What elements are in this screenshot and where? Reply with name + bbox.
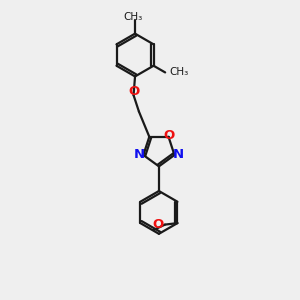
Text: CH₃: CH₃ — [169, 68, 189, 77]
Text: N: N — [134, 148, 146, 161]
Text: O: O — [152, 218, 164, 231]
Text: N: N — [172, 148, 184, 161]
Text: O: O — [128, 85, 139, 98]
Text: O: O — [163, 129, 174, 142]
Text: CH₃: CH₃ — [124, 12, 143, 22]
